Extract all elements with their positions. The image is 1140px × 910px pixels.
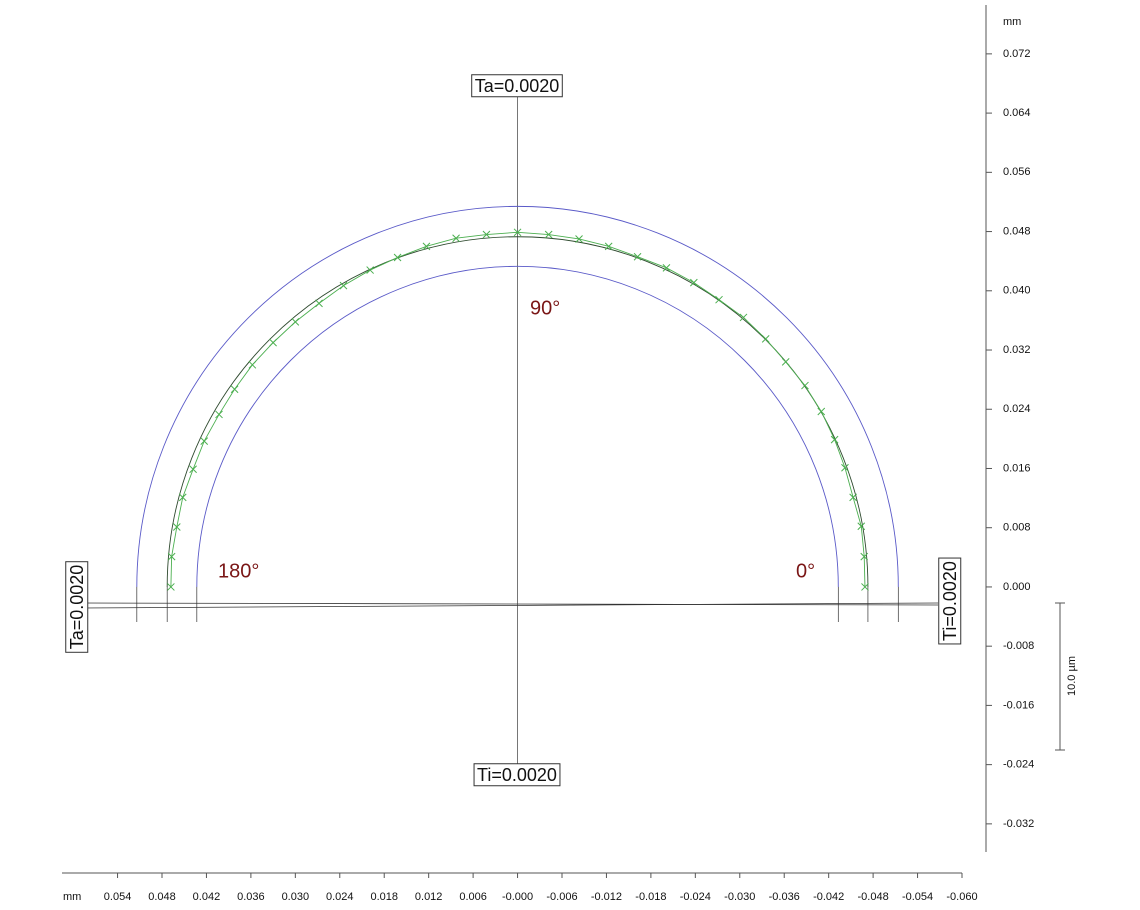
measure-point bbox=[761, 335, 770, 343]
measure-point bbox=[849, 493, 857, 502]
x-tick-label: 0.012 bbox=[415, 891, 443, 903]
measure-point bbox=[422, 242, 431, 251]
measure-point bbox=[178, 493, 187, 502]
x-tick-label: 0.054 bbox=[104, 891, 132, 903]
y-tick-label: 0.008 bbox=[1003, 522, 1031, 534]
measure-point bbox=[801, 381, 809, 390]
y-tick-label: 0.040 bbox=[1003, 285, 1031, 297]
measure-point bbox=[200, 437, 209, 445]
measure-point bbox=[189, 465, 197, 474]
label-box bbox=[471, 74, 563, 98]
measure-point bbox=[715, 295, 723, 304]
x-tick-label: -0.054 bbox=[902, 891, 933, 903]
x-tick-label: 0.024 bbox=[326, 891, 354, 903]
label-box bbox=[473, 763, 561, 787]
measure-point bbox=[315, 299, 323, 308]
tolerance-label: Ti=0.0020 bbox=[938, 557, 962, 645]
x-tick-label: -0.018 bbox=[635, 891, 666, 903]
y-tick-label: -0.032 bbox=[1003, 818, 1034, 830]
measure-point bbox=[452, 234, 460, 243]
y-unit-label: mm bbox=[1003, 16, 1021, 28]
x-tick-label: 0.006 bbox=[459, 891, 487, 903]
measure-point bbox=[393, 253, 402, 262]
measure-point bbox=[167, 552, 176, 561]
y-tick-label: 0.024 bbox=[1003, 403, 1031, 415]
x-tick-label: -0.042 bbox=[813, 891, 844, 903]
y-tick-label: -0.016 bbox=[1003, 699, 1034, 711]
y-tick-label: 0.032 bbox=[1003, 344, 1031, 356]
measure-point bbox=[291, 318, 300, 326]
x-tick-label: 0.030 bbox=[282, 891, 310, 903]
measure-point bbox=[544, 230, 553, 239]
y-tick-label: 0.016 bbox=[1003, 462, 1031, 474]
measure-point bbox=[215, 410, 223, 419]
measure-point bbox=[366, 266, 375, 274]
measure-point bbox=[248, 360, 257, 369]
x-tick-label: 0.042 bbox=[193, 891, 221, 903]
measure-point bbox=[781, 358, 790, 366]
angle-label: 180° bbox=[218, 560, 259, 582]
x-tick-label: 0.018 bbox=[370, 891, 398, 903]
base-line bbox=[81, 602, 939, 609]
measure-point bbox=[830, 435, 839, 444]
measure-point bbox=[860, 552, 869, 561]
measure-point bbox=[575, 235, 583, 243]
tolerance-text: Ta=0.0020 bbox=[475, 76, 560, 96]
x-tick-label: -0.060 bbox=[946, 891, 977, 903]
x-tick-label: -0.012 bbox=[591, 891, 622, 903]
y-tick-label: 0.072 bbox=[1003, 48, 1031, 60]
measure-point bbox=[857, 522, 866, 531]
label-box bbox=[65, 561, 89, 653]
y-tick-label: -0.008 bbox=[1003, 640, 1034, 652]
y-tick-label: 0.056 bbox=[1003, 166, 1031, 178]
tolerance-label: Ta=0.0020 bbox=[471, 74, 563, 98]
tolerance-label: Ta=0.0020 bbox=[65, 561, 89, 653]
measure-point bbox=[861, 583, 869, 591]
angle-label: 0° bbox=[796, 560, 815, 582]
measure-point bbox=[817, 407, 826, 416]
y-tick-label: 0.064 bbox=[1003, 107, 1031, 119]
measure-point bbox=[604, 242, 613, 251]
measure-point bbox=[662, 263, 671, 272]
scale-label: 10.0 µm bbox=[1066, 656, 1078, 696]
measure-point bbox=[172, 523, 181, 531]
angle-label: 90° bbox=[530, 297, 560, 319]
tolerance-text: Ta=0.0020 bbox=[67, 565, 87, 650]
x-tick-label: 0.048 bbox=[148, 891, 176, 903]
label-box bbox=[938, 557, 962, 645]
measure-point bbox=[269, 338, 277, 347]
measure-point bbox=[230, 385, 239, 394]
measure-point bbox=[841, 463, 849, 472]
x-tick-label: -0.000 bbox=[502, 891, 533, 903]
y-tick-label: 0.048 bbox=[1003, 225, 1031, 237]
base-line bbox=[81, 602, 939, 606]
x-tick-label: 0.036 bbox=[237, 891, 265, 903]
measure-point bbox=[739, 313, 748, 322]
x-tick-label: -0.030 bbox=[724, 891, 755, 903]
measure-point bbox=[482, 230, 491, 239]
y-tick-label: -0.024 bbox=[1003, 759, 1034, 771]
x-unit-label: mm bbox=[63, 891, 81, 903]
tolerance-text: Ti=0.0020 bbox=[477, 765, 557, 785]
tolerance-text: Ti=0.0020 bbox=[940, 561, 960, 641]
x-tick-label: -0.036 bbox=[769, 891, 800, 903]
measure-point bbox=[513, 228, 522, 237]
x-tick-label: -0.024 bbox=[680, 891, 711, 903]
tolerance-label: Ti=0.0020 bbox=[473, 763, 561, 787]
measure-point bbox=[633, 252, 642, 261]
x-tick-label: -0.006 bbox=[546, 891, 577, 903]
measure-point bbox=[167, 583, 175, 591]
x-tick-label: -0.048 bbox=[858, 891, 889, 903]
measure-point bbox=[339, 281, 348, 290]
measure-point bbox=[689, 278, 698, 287]
y-tick-label: 0.000 bbox=[1003, 581, 1031, 593]
